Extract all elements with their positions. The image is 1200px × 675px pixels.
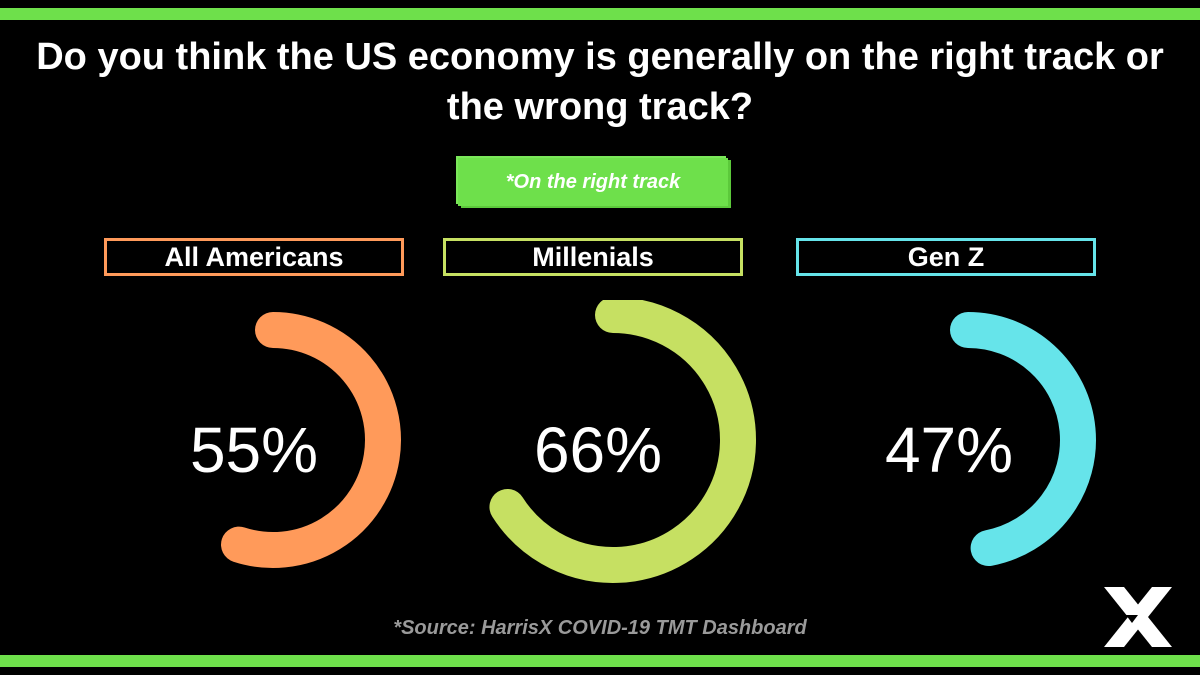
series-label-gen-z: Gen Z: [796, 238, 1096, 276]
top-accent-bar: [0, 8, 1200, 20]
donut-arc-millenials: [489, 300, 756, 583]
bottom-accent-bar: [0, 655, 1200, 667]
donut-gen-z: [950, 312, 1096, 567]
value-label-millenials: 66%: [533, 414, 663, 486]
donut-arc-all-americans: [221, 312, 401, 568]
chart-title: Do you think the US economy is generally…: [36, 36, 1164, 128]
donut-all-americans: [221, 312, 401, 568]
x-logo-icon: [1104, 587, 1172, 647]
source-note: *Source: HarrisX COVID-19 TMT Dashboard: [393, 617, 807, 639]
donut-arc-gen-z: [950, 312, 1096, 567]
value-label-gen-z: 47%: [884, 414, 1014, 486]
value-label-all-americans: 55%: [189, 414, 319, 486]
series-label-all-americans: All Americans: [104, 238, 404, 276]
donut-millenials: [489, 300, 756, 583]
subtitle-badge: *On the right track: [458, 158, 728, 206]
series-label-millenials: Millenials: [443, 238, 743, 276]
